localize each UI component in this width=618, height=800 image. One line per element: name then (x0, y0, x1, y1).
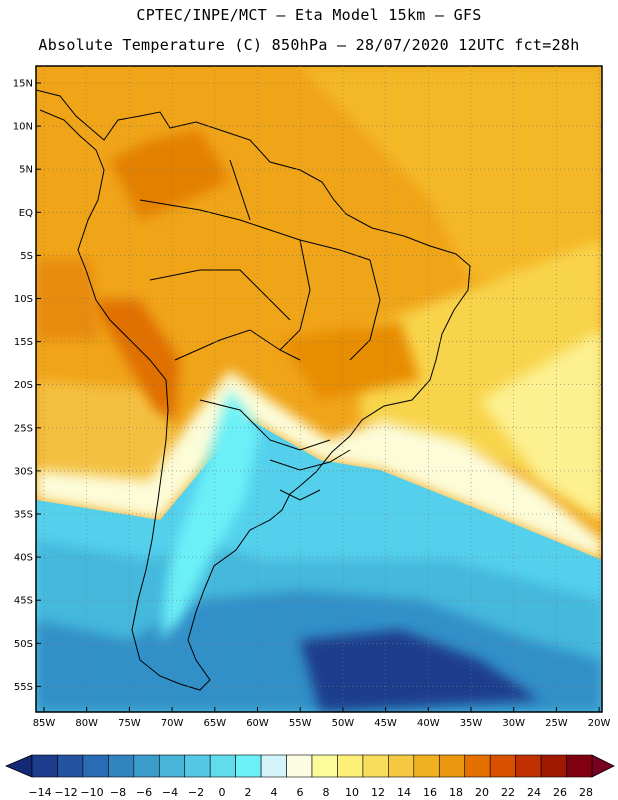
pacific-warm-zone (36, 380, 175, 490)
colorbar-label: 18 (449, 786, 463, 799)
colorbar-swatch (362, 754, 389, 778)
hot-pacific-zone (36, 260, 100, 340)
colorbar-label: 2 (245, 786, 252, 799)
colorbar-swatch (286, 754, 313, 778)
colorbar-swatch (31, 754, 58, 778)
colorbar-label: 26 (553, 786, 567, 799)
lat-label: 20S (14, 380, 33, 391)
colorbar-swatch (209, 754, 236, 778)
ne-atlantic-zone (300, 66, 602, 300)
frontal-transition (36, 370, 602, 560)
colorbar-swatch (133, 754, 160, 778)
colorbar-label: 4 (271, 786, 278, 799)
colorbar-swatch (311, 754, 338, 778)
colorbar-under-arrow (4, 754, 33, 778)
colorbar-label: 14 (397, 786, 411, 799)
colorbar-label: 10 (345, 786, 359, 799)
lat-label: 35S (14, 510, 33, 521)
colorbar-swatch (260, 754, 287, 778)
lon-label: 75W (118, 718, 141, 729)
hot-central-andes (90, 300, 180, 420)
colorbar-swatch (82, 754, 109, 778)
colorbar-label: 22 (501, 786, 515, 799)
lat-label: EQ (19, 208, 33, 219)
colorbar-over-arrow (591, 754, 615, 778)
lon-label: 35W (460, 718, 483, 729)
coastlines (36, 89, 471, 691)
colorbar-label: −2 (188, 786, 204, 799)
lat-label: 40S (14, 553, 33, 564)
colorbar-swatch (566, 754, 593, 778)
lat-lon-grid (36, 66, 602, 712)
colorbar-label: 8 (323, 786, 330, 799)
colorbar-swatch (540, 754, 567, 778)
colorbar-swatch (337, 754, 364, 778)
colorbar-swatch (438, 754, 466, 778)
colorbar-swatch (158, 754, 186, 778)
colorbar-swatch (108, 754, 135, 778)
colorbar-label: −6 (136, 786, 152, 799)
lat-label: 45S (14, 596, 33, 607)
cold-tongue (160, 390, 260, 640)
colorbar-label: 24 (527, 786, 541, 799)
colorbar-label: −14 (28, 786, 51, 799)
lon-label: 55W (289, 718, 312, 729)
lat-label: 5S (20, 251, 33, 262)
lon-label: 25W (545, 718, 568, 729)
lon-label: 20W (588, 718, 611, 729)
lon-label: 85W (33, 718, 56, 729)
lat-label: 30S (14, 466, 33, 477)
colorbar-label: 12 (371, 786, 385, 799)
colorbar-label: −12 (54, 786, 77, 799)
lat-label: 25S (14, 423, 33, 434)
colorbar-swatch (413, 754, 440, 778)
longitude-labels: 85W 80W 75W 70W 65W 60W 55W 50W 45W 40W 35W 30W 25W 2… (33, 718, 611, 729)
colorbar-swatch (184, 754, 211, 778)
lon-label: 45W (374, 718, 397, 729)
colorbar-swatch (464, 754, 491, 778)
colorbar-label: −10 (80, 786, 103, 799)
map-title-line-1: CPTEC/INPE/MCT – Eta Model 15km – GFS (136, 6, 482, 24)
hot-north-andes (110, 130, 230, 220)
lon-label: 80W (75, 718, 98, 729)
plot-frame (35, 65, 603, 713)
lat-label: 10N (13, 122, 33, 133)
colorbar-label: −8 (110, 786, 126, 799)
lon-label: 60W (246, 718, 269, 729)
map-title-line-2: Absolute Temperature (C) 850hPa – 28/07/… (38, 36, 580, 54)
colorbar-label: 6 (297, 786, 304, 799)
lat-label: 10S (14, 294, 33, 305)
lon-label: 50W (332, 718, 355, 729)
pale-yellow-zone (480, 330, 602, 520)
coldest-core (300, 630, 540, 712)
colorbar-swatch (515, 754, 542, 778)
colorbar-label: −4 (162, 786, 178, 799)
temperature-field (36, 66, 602, 712)
lon-label: 40W (417, 718, 440, 729)
colorbar-label: 28 (579, 786, 593, 799)
colorbar-swatch (489, 754, 516, 778)
colorbar-label: 16 (423, 786, 437, 799)
colorbar-swatch (57, 754, 84, 778)
lat-label: 15N (13, 79, 33, 90)
colorbar-label: 20 (475, 786, 489, 799)
colorbar-swatch (235, 754, 262, 778)
lat-label: 50S (14, 639, 33, 650)
colorbar-swatch (388, 754, 415, 778)
lat-label: 15S (14, 337, 33, 348)
lat-label: 55S (14, 682, 33, 693)
lon-label: 30W (502, 718, 525, 729)
lon-label: 70W (161, 718, 184, 729)
lon-label: 65W (203, 718, 226, 729)
latitude-labels: 15N 10N 5N EQ 5S 10S 15S 20S 25S 30S 35S 40S 45S 50S 5… (13, 79, 33, 693)
lat-label: 5N (19, 165, 33, 176)
color-scale-bar: −14 −12 −10 −8 −6 −4 −2 0 2 4 6 8 10 12 14 16 18 20 22 24 26… (4, 754, 615, 799)
colorbar-label: 0 (219, 786, 226, 799)
